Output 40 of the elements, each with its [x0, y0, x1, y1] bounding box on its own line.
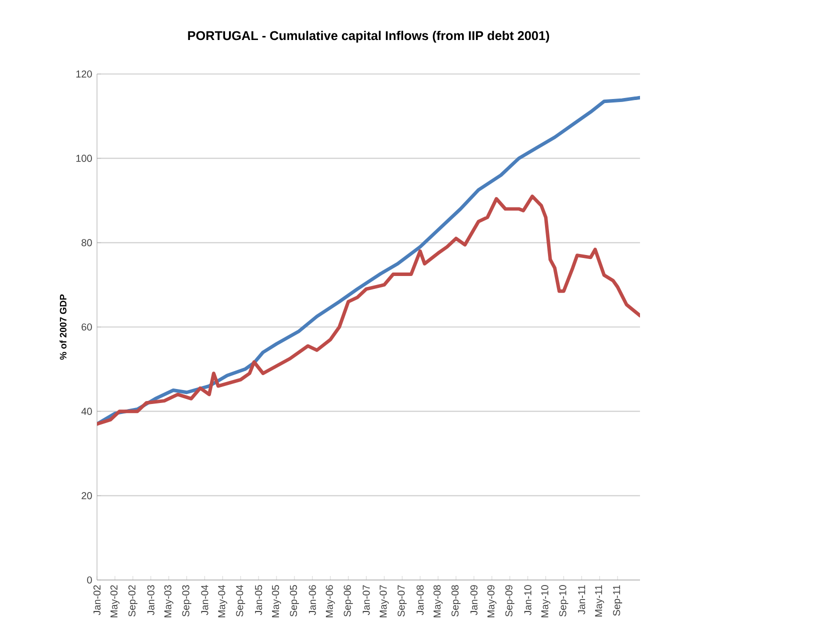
x-tick-label: Sep-06	[344, 585, 353, 616]
x-tick-label: Jan-10	[524, 585, 532, 616]
x-tick-label: May-10	[541, 585, 550, 618]
x-tick-label: Jan-07	[362, 585, 370, 616]
line-series	[97, 194, 640, 426]
x-tick-label: Sep-02	[128, 585, 138, 616]
x-tick-label: Jan-05	[255, 585, 262, 616]
x-tick-label: May-02	[110, 585, 120, 618]
x-tick-label: Sep-08	[451, 585, 461, 616]
x-tick-label: Jan-08	[416, 585, 424, 616]
x-tick-label: Jan-03	[147, 585, 154, 616]
x-tick-label: Jan-09	[470, 585, 478, 616]
y-tick-label: 20	[82, 492, 92, 500]
x-tick-label: May-11	[595, 585, 604, 616]
x-tick-label: Sep-07	[398, 585, 407, 616]
x-tick-label: Jan-02	[93, 585, 101, 616]
x-tick-label: Sep-09	[505, 585, 514, 616]
y-tick-label: 40	[81, 408, 92, 415]
y-tick-label: 120	[76, 70, 92, 78]
x-tick-label: Sep-05	[290, 585, 299, 616]
y-tick-label: 60	[82, 323, 92, 331]
x-tick-label: Sep-04	[236, 585, 246, 616]
x-tick-label: Sep-03	[182, 585, 192, 616]
x-tick-label: May-08	[434, 585, 443, 618]
x-tick-label: Jan-04	[201, 585, 208, 616]
x-tick-label: Jan-11	[578, 585, 586, 614]
x-tick-label: May-03	[164, 585, 174, 618]
x-tick-label: May-07	[380, 585, 389, 618]
y-tick-label: 80	[82, 239, 92, 246]
y-tick-label: 100	[76, 154, 92, 162]
x-tick-label: May-04	[218, 585, 228, 618]
y-axis-title: % of 2007 GDP	[60, 294, 66, 360]
x-tick-label: May-09	[487, 585, 496, 618]
x-tick-label: Sep-10	[559, 585, 568, 616]
x-tick-label: Jan-06	[308, 585, 316, 616]
chart-title: PORTUGAL - Cumulative capital Inflows (from IIP debt 2001)	[188, 30, 550, 43]
x-tick-label: May-05	[272, 585, 282, 618]
x-tick-label: Sep-11	[613, 585, 622, 616]
x-tick-label: May-06	[326, 585, 335, 618]
y-tick-label: 0	[87, 576, 92, 584]
